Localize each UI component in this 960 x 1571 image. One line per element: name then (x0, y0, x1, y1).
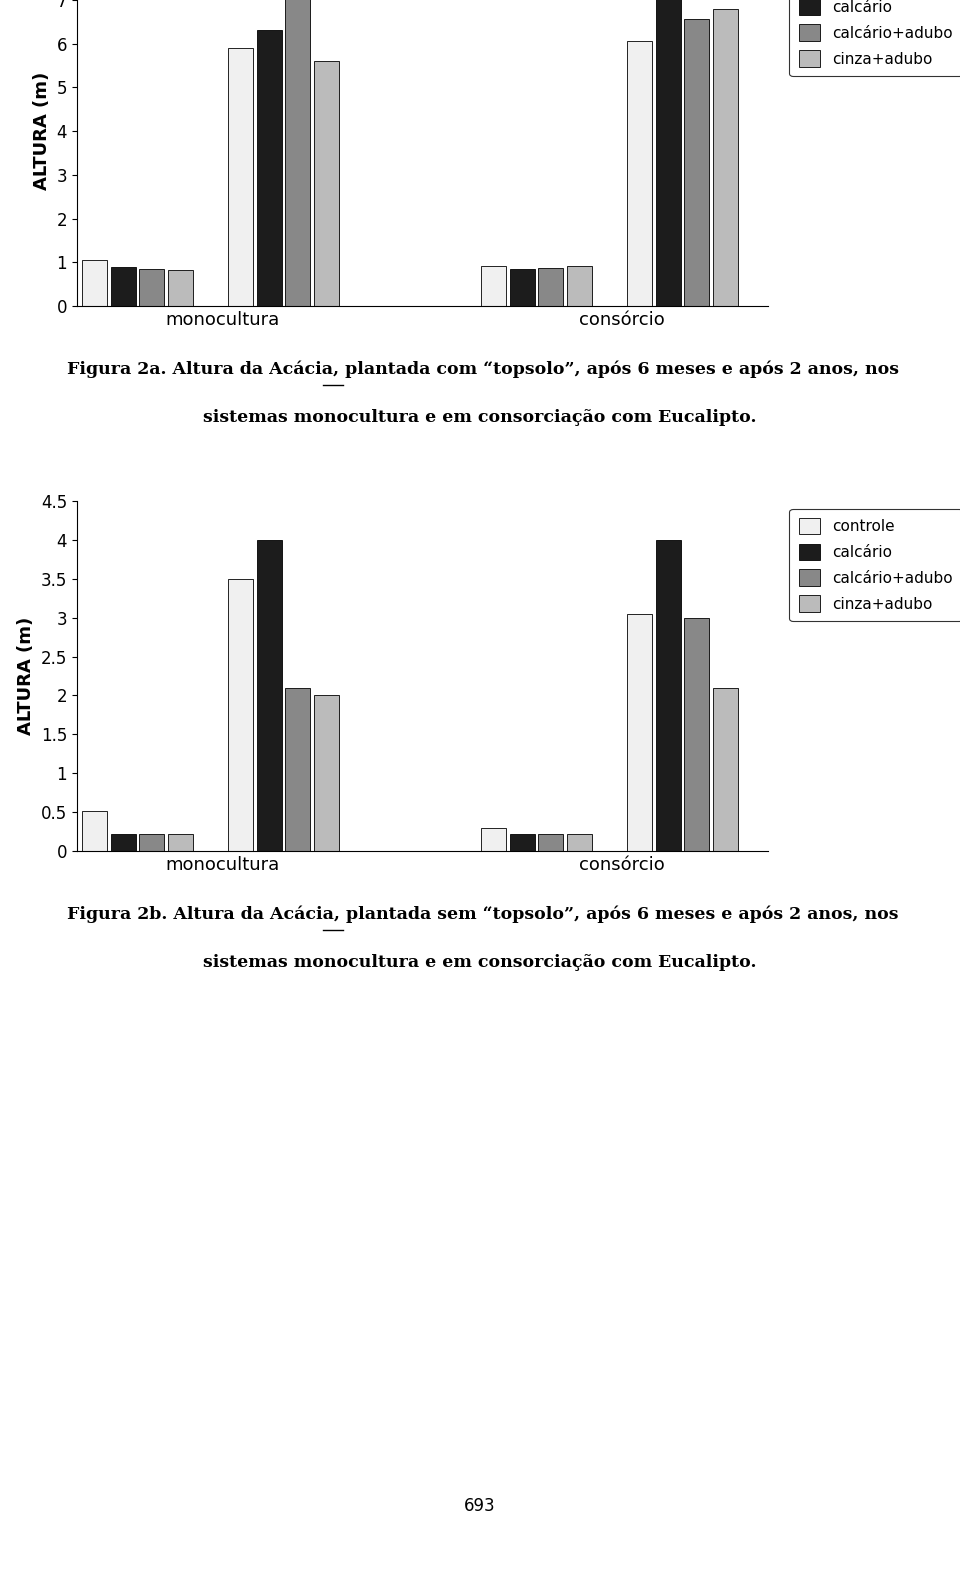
Legend: controle, calcário, calcário+adubo, cinza+adubo: controle, calcário, calcário+adubo, cinz… (789, 509, 960, 621)
Bar (481, 265, 506, 306)
Text: sistemas monocultura e em consorciação com Eucalipto.: sistemas monocultura e em consorciação c… (204, 954, 756, 971)
Legend: controle, calcário, calcário+adubo, cinza+adubo: controle, calcário, calcário+adubo, cinz… (789, 0, 960, 75)
Bar (228, 47, 253, 306)
Bar (684, 19, 709, 306)
Y-axis label: ALTURA (m): ALTURA (m) (33, 72, 51, 190)
Text: 693: 693 (465, 1497, 495, 1514)
Bar (481, 828, 506, 851)
Bar (539, 267, 564, 306)
Bar (256, 540, 281, 851)
Bar (168, 270, 193, 306)
Bar (566, 834, 591, 851)
Bar (627, 614, 652, 851)
Text: Figura 2b. Altura da Acácia, plantada sem “topsolo”, após 6 meses e após 2 anos,: Figura 2b. Altura da Acácia, plantada se… (67, 906, 899, 924)
Bar (83, 261, 108, 306)
Bar (510, 269, 535, 306)
Bar (83, 811, 108, 851)
Bar (256, 30, 281, 306)
Bar (285, 688, 310, 851)
Bar (110, 267, 135, 306)
Text: Figura 2a. Altura da Acácia, plantada com “topsolo”, após 6 meses e após 2 anos,: Figura 2a. Altura da Acácia, plantada co… (67, 361, 900, 379)
Bar (228, 578, 253, 851)
Bar (566, 265, 591, 306)
Bar (656, 0, 681, 306)
Bar (314, 61, 339, 306)
Y-axis label: ALTURA (m): ALTURA (m) (17, 617, 36, 735)
Bar (712, 688, 737, 851)
Bar (285, 0, 310, 306)
Bar (539, 834, 564, 851)
Text: sistemas monocultura e em consorciação com Eucalipto.: sistemas monocultura e em consorciação c… (204, 408, 756, 426)
Bar (168, 834, 193, 851)
Bar (139, 834, 164, 851)
Bar (314, 696, 339, 851)
Bar (110, 834, 135, 851)
Bar (712, 8, 737, 306)
Bar (684, 617, 709, 851)
Bar (510, 834, 535, 851)
Bar (139, 269, 164, 306)
Bar (627, 41, 652, 306)
Bar (656, 540, 681, 851)
